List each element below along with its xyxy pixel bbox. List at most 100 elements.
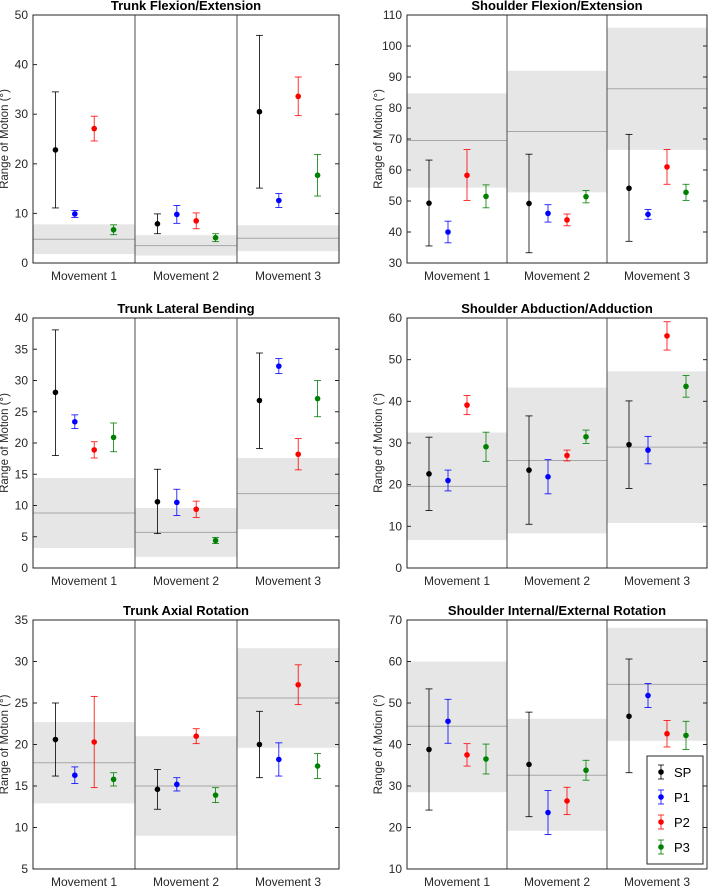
y-tick-label: 50 [389,696,403,710]
legend: SP P1 P2 P3 [646,755,704,865]
data-point-p2 [664,164,670,170]
y-tick-label: 20 [15,157,29,171]
data-point-p2 [464,402,470,408]
x-category-label: Movement 3 [624,269,690,283]
y-tick-label: 40 [389,225,403,239]
panel-4: 0 10 20 30 40 50 60 Movement 1 Movement 2 Movemen… [373,301,708,588]
y-tick-label: 0 [21,256,28,270]
x-category-label: Movement 3 [624,875,690,888]
data-point-sp [626,185,632,192]
y-tick-label: 70 [389,132,403,146]
data-point-sp [626,441,632,448]
data-point-p2 [564,798,570,804]
data-point-p3 [314,395,321,402]
y-tick-label: 20 [389,821,403,835]
data-point-p3 [110,434,117,441]
data-point-p1 [276,197,282,204]
legend-marker [658,769,664,775]
data-point-p3 [683,732,689,739]
y-axis-label: Range of Motion (°) [0,393,11,493]
data-point-p3 [483,443,489,450]
y-tick-label: 35 [15,342,29,356]
y-tick-label: 40 [15,311,29,325]
data-point-p2 [664,730,670,737]
x-category-label: Movement 3 [624,574,690,588]
legend-marker [658,794,664,800]
y-tick-label: 100 [382,39,402,53]
data-point-p1 [545,210,551,217]
data-point-p2 [564,452,570,459]
x-category-label: Movement 2 [153,574,219,588]
data-point-p1 [72,418,78,425]
legend-marker [658,844,664,850]
panel-1: 0 10 20 30 40 50 Movement 1 Movement 2 Movement … [0,0,340,283]
y-tick-label: 90 [389,70,403,84]
data-point-p1 [545,809,551,816]
data-point-p2 [295,93,302,100]
y-tick-label: 30 [15,107,29,121]
data-point-p1 [174,499,180,506]
panel-title: Trunk Axial Rotation [123,603,249,618]
panel-6: 10 20 30 40 50 60 70 Movement 1 Movement 2 Moveme… [373,603,708,888]
data-point-sp [426,746,432,753]
y-tick-label: 50 [389,353,403,367]
y-tick-label: 30 [389,436,403,450]
data-point-p2 [193,218,199,224]
y-tick-label: 60 [389,655,403,669]
data-point-p1 [72,772,78,779]
y-tick-label: 5 [21,862,28,876]
y-tick-label: 15 [15,467,29,481]
x-category-label: Movement 1 [424,574,490,588]
panel-5: 5 10 15 20 25 30 35 Movement 1 Movement 2 Movemen… [0,603,340,888]
panel-3: 0 5 10 15 20 25 30 35 40 Movement 1 Movement 2 Move… [0,301,340,588]
data-point-p2 [91,739,97,745]
y-tick-label: 0 [395,561,402,575]
data-point-sp [526,467,532,473]
y-tick-label: 40 [389,738,403,752]
y-tick-label: 10 [15,821,29,835]
data-point-sp [154,786,161,793]
y-tick-label: 15 [15,779,29,793]
data-point-sp [426,471,432,477]
x-category-label: Movement 1 [51,269,117,283]
data-point-p1 [445,229,451,235]
data-point-p1 [72,211,78,217]
data-point-p3 [483,193,489,200]
data-point-p3 [683,189,689,196]
data-point-p2 [664,333,670,339]
data-point-p2 [464,752,470,758]
x-category-label: Movement 1 [51,574,117,588]
legend-label-p1: P1 [674,790,690,805]
x-category-label: Movement 2 [153,875,219,888]
data-point-p2 [295,451,302,458]
x-category-label: Movement 3 [255,269,321,283]
x-category-label: Movement 1 [51,875,117,888]
x-category-label: Movement 1 [424,269,490,283]
y-tick-label: 20 [15,738,29,752]
y-tick-label: 60 [389,163,403,177]
y-tick-label: 10 [389,519,403,533]
data-point-sp [256,108,263,115]
data-point-p1 [445,477,451,484]
panel-title: Shoulder Internal/External Rotation [448,603,666,618]
y-tick-label: 60 [389,311,403,325]
x-category-label: Movement 1 [424,875,490,888]
data-point-p1 [445,718,451,725]
data-point-p1 [645,447,651,453]
data-point-sp [426,200,432,206]
y-tick-label: 10 [389,862,403,876]
legend-label-sp: SP [674,765,691,780]
data-point-p3 [110,776,117,783]
y-tick-label: 30 [15,655,29,669]
y-tick-label: 30 [15,374,29,388]
data-point-p3 [483,756,489,762]
data-point-sp [626,713,632,720]
data-point-sp [154,221,161,227]
x-category-label: Movement 2 [524,875,590,888]
x-category-label: Movement 3 [255,574,321,588]
y-tick-label: 80 [389,101,403,115]
x-category-label: Movement 2 [524,269,590,283]
data-point-p1 [545,473,551,480]
data-point-p3 [583,433,589,440]
data-point-p2 [295,681,302,688]
